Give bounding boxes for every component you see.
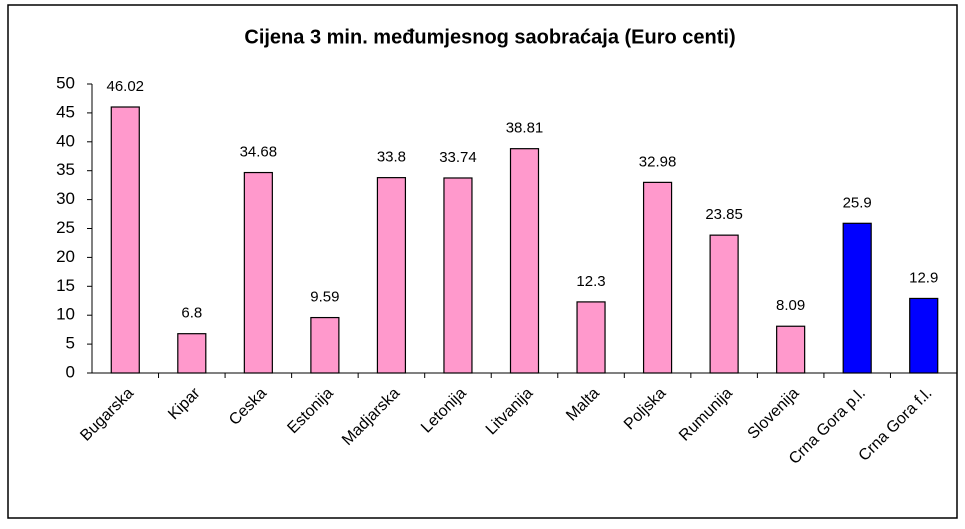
y-tick-label: 30 <box>56 189 75 208</box>
bar <box>576 301 606 374</box>
y-tick-label: 50 <box>56 73 75 92</box>
value-label: 38.81 <box>506 120 544 137</box>
value-label: 32.98 <box>639 153 677 170</box>
bar <box>376 177 407 374</box>
bar <box>509 148 540 374</box>
value-label: 25.9 <box>843 194 872 211</box>
y-tick-label: 20 <box>56 247 75 266</box>
bar <box>909 297 939 374</box>
value-label: 34.68 <box>240 144 278 161</box>
value-label: 46.02 <box>106 78 144 95</box>
y-tick-label: 0 <box>66 362 75 381</box>
value-label: 8.09 <box>776 297 805 314</box>
y-tick-label: 10 <box>56 305 75 324</box>
value-label: 12.9 <box>909 269 938 286</box>
chart-title: Cijena 3 min. međumjesnog saobraćaja (Eu… <box>244 26 735 48</box>
bar <box>310 316 340 374</box>
bar <box>110 106 140 374</box>
value-label: 9.59 <box>310 289 339 306</box>
value-label: 33.74 <box>439 149 477 166</box>
bar <box>642 181 673 374</box>
y-tick-label: 25 <box>56 218 75 237</box>
bar <box>709 234 739 374</box>
value-label: 12.3 <box>576 273 605 290</box>
bar <box>842 222 872 374</box>
y-tick-label: 5 <box>66 334 75 353</box>
bar <box>443 177 473 374</box>
bar <box>776 325 806 374</box>
value-label: 23.85 <box>705 206 743 223</box>
bar <box>243 171 273 374</box>
bar <box>177 333 207 374</box>
chart-border <box>7 4 958 519</box>
y-tick-label: 15 <box>56 276 75 295</box>
y-tick-label: 40 <box>56 131 75 150</box>
y-tick-label: 35 <box>56 160 75 179</box>
value-label: 6.8 <box>181 305 202 322</box>
y-tick-label: 45 <box>56 102 75 121</box>
value-label: 33.8 <box>377 149 406 166</box>
